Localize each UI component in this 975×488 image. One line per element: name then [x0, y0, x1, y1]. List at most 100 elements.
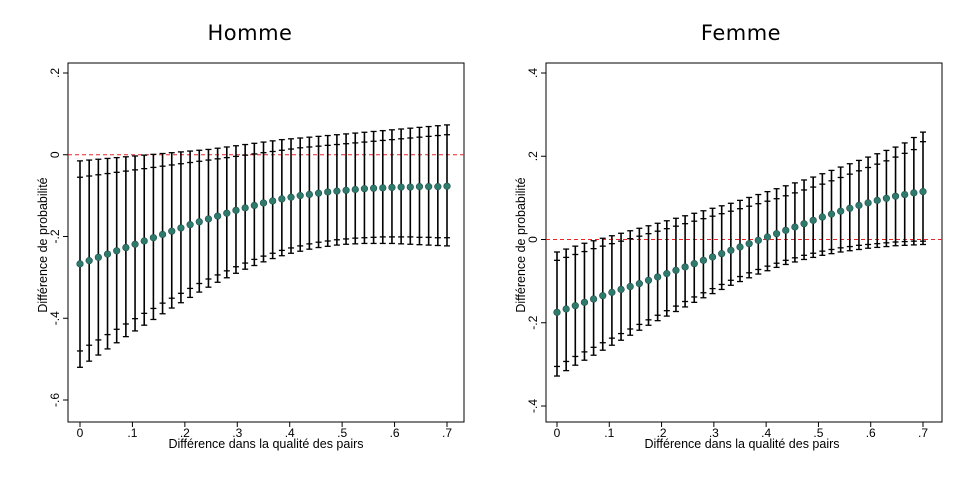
chart-marks: -.6 -.4 -.2 0 .2 0 .1 .2 .3 .4 .5 .6 .7	[48, 68, 464, 440]
y-axis-label: Différence de probabilité	[514, 177, 528, 312]
point-estimate	[85, 257, 93, 265]
point-estimate	[617, 285, 625, 294]
x-axis-label: Différence dans la qualité des pairs	[644, 437, 839, 451]
point-estimate	[891, 192, 900, 200]
point-estimate	[241, 204, 249, 212]
y-tick-label: .4	[526, 68, 540, 78]
point-estimate	[397, 183, 405, 191]
point-estimate	[140, 237, 148, 245]
panel-femme: Femme -.4 -.2 0 .2 .4 0 .1 .2 .3 .4 .5 .6 .7 Différe…	[514, 21, 943, 451]
point-estimate	[818, 213, 826, 221]
point-estimate	[94, 253, 102, 261]
x-tick-label: .2	[180, 426, 190, 440]
point-estimate	[919, 188, 927, 196]
point-estimate	[571, 302, 579, 310]
chart-title: Homme	[208, 21, 293, 45]
point-estimate	[158, 230, 167, 239]
point-estimate	[608, 288, 616, 296]
point-estimate	[754, 236, 762, 244]
y-axis-label: Différence de probabilité	[36, 177, 50, 312]
point-estimate	[223, 209, 231, 217]
point-estimate	[360, 185, 369, 193]
point-estimate	[287, 193, 295, 201]
y-tick-label: -.2	[48, 229, 62, 243]
y-tick-label: -.2	[526, 315, 540, 329]
point-estimate	[589, 295, 598, 303]
x-tick-label: 0	[77, 426, 84, 440]
point-estimate	[388, 183, 396, 192]
point-estimate	[626, 282, 634, 291]
x-tick-label: .4	[761, 426, 771, 440]
point-estimate	[324, 188, 332, 196]
point-estimate	[663, 270, 671, 278]
point-estimate	[259, 199, 268, 207]
point-estimate	[800, 220, 808, 228]
point-estimate	[736, 243, 744, 251]
x-tick-label: .7	[442, 426, 452, 440]
x-axis-label: Différence dans la qualité des pairs	[168, 437, 363, 451]
chart-marks: -.4 -.2 0 .2 .4 0 .1 .2 .3 .4 .5 .6 .7	[526, 68, 942, 440]
x-tick-label: .3	[232, 426, 242, 440]
point-estimate	[763, 233, 772, 241]
point-estimate	[149, 234, 157, 242]
y-tick-label: 0	[48, 151, 62, 158]
point-estimate	[791, 223, 799, 231]
plot-frame	[67, 62, 465, 423]
y-tick-label: -.4	[48, 311, 62, 325]
point-estimate	[425, 183, 433, 191]
point-estimate	[827, 210, 836, 218]
point-estimate	[846, 204, 854, 212]
point-estimate	[580, 298, 589, 306]
point-estimate	[250, 201, 258, 210]
point-estimate	[873, 196, 881, 204]
point-estimate	[415, 183, 424, 191]
point-estimate	[864, 199, 872, 207]
x-tick-label: .4	[285, 426, 295, 440]
point-estimate	[314, 189, 323, 197]
x-tick-label: .5	[813, 426, 823, 440]
x-tick-label: .6	[866, 426, 876, 440]
point-estimate	[195, 218, 203, 226]
x-tick-label: .2	[657, 426, 667, 440]
point-estimate	[562, 305, 570, 313]
point-estimate	[782, 226, 790, 234]
point-estimate	[837, 207, 845, 215]
point-estimate	[681, 263, 689, 271]
point-estimate	[113, 247, 121, 255]
point-estimate	[214, 212, 222, 220]
point-estimate	[882, 194, 891, 202]
point-estimate	[76, 260, 84, 268]
panel-homme: Homme -.6 -.4 -.2 0 .2 0 .1 .2 .3 .4 .5 .6 .7 Différ…	[36, 21, 465, 451]
x-tick-label: .7	[918, 426, 928, 440]
point-estimate	[690, 260, 698, 268]
point-estimate	[901, 190, 909, 199]
point-estimate	[351, 185, 359, 194]
point-estimate	[443, 182, 451, 190]
point-estimate	[654, 273, 662, 281]
point-estimate	[672, 266, 680, 274]
point-estimate	[122, 243, 130, 252]
chart-title: Femme	[701, 21, 781, 45]
x-tick-label: .5	[337, 426, 347, 440]
point-estimate	[186, 221, 194, 229]
point-estimate	[103, 250, 112, 258]
point-estimate	[553, 308, 561, 316]
point-estimate	[855, 201, 863, 209]
point-estimate	[699, 256, 708, 264]
point-estimate	[434, 183, 442, 191]
x-tick-label: .1	[604, 426, 614, 440]
point-estimate	[406, 183, 414, 191]
point-estimate	[379, 184, 387, 192]
y-tick-label: 0	[526, 236, 540, 243]
x-tick-label: .3	[709, 426, 719, 440]
point-estimate	[809, 216, 817, 224]
point-estimate	[232, 206, 240, 214]
point-estimate	[910, 189, 918, 197]
point-estimate	[635, 280, 643, 288]
point-estimate	[708, 253, 717, 261]
point-estimate	[772, 230, 781, 238]
point-estimate	[599, 292, 607, 300]
point-estimate	[278, 195, 286, 203]
y-tick-label: -.6	[48, 393, 62, 407]
